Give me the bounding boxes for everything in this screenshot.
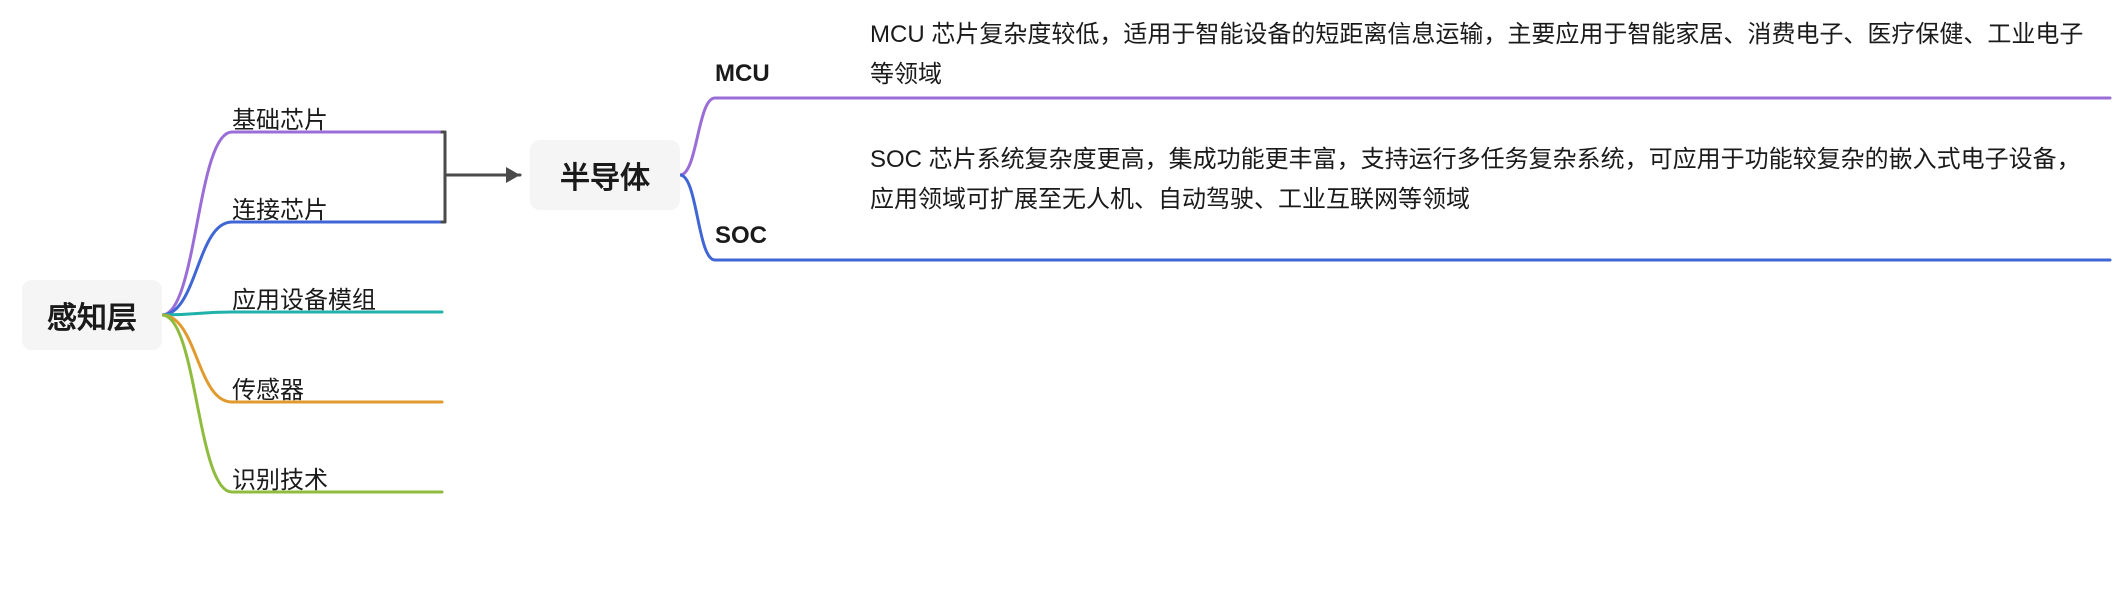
branch-label: 基础芯片 [232, 100, 442, 135]
branch-b1: 基础芯片 [232, 100, 442, 135]
mindmap-stage: 感知层 基础芯片连接芯片应用设备模组传感器识别技术 半导体 MCU MCU 芯片复杂度较… [0, 0, 2126, 599]
branch-b5: 识别技术 [232, 460, 442, 495]
leaf-label: MCU [715, 60, 770, 88]
branch-label: 连接芯片 [232, 190, 442, 225]
branch-b2: 连接芯片 [232, 190, 442, 225]
branch-b3: 应用设备模组 [232, 280, 442, 315]
branch-label: 传感器 [232, 370, 442, 405]
root-node: 感知层 [22, 280, 162, 350]
leaf-desc-soc: SOC 芯片系统复杂度更高，集成功能更丰富，支持运行多任务复杂系统，可应用于功能… [870, 140, 2090, 220]
leaf-mcu: MCU [715, 60, 770, 88]
leaf-label: SOC [715, 222, 767, 250]
branch-b4: 传感器 [232, 370, 442, 405]
hub-label: 半导体 [560, 153, 650, 197]
branch-label: 识别技术 [232, 460, 442, 495]
root-label: 感知层 [47, 293, 137, 337]
leaf-description: MCU 芯片复杂度较低，适用于智能设备的短距离信息运输，主要应用于智能家居、消费… [870, 15, 2090, 95]
hub-node: 半导体 [530, 140, 680, 210]
leaf-soc: SOC [715, 222, 767, 250]
branch-label: 应用设备模组 [232, 280, 442, 315]
leaf-desc-mcu: MCU 芯片复杂度较低，适用于智能设备的短距离信息运输，主要应用于智能家居、消费… [870, 15, 2090, 95]
leaf-description: SOC 芯片系统复杂度更高，集成功能更丰富，支持运行多任务复杂系统，可应用于功能… [870, 140, 2090, 220]
